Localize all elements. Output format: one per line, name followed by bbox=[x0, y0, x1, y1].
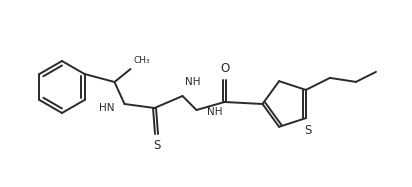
Text: NH: NH bbox=[185, 77, 200, 87]
Text: S: S bbox=[304, 124, 311, 137]
Text: CH₃: CH₃ bbox=[133, 56, 150, 65]
Text: NH: NH bbox=[206, 107, 222, 117]
Text: HN: HN bbox=[99, 103, 115, 113]
Text: O: O bbox=[220, 62, 229, 75]
Text: S: S bbox=[153, 139, 160, 152]
